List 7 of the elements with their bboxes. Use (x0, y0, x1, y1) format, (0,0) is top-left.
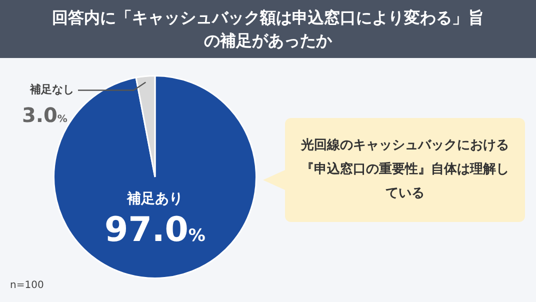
text: 光回線のキャッシュバックにおける『申込窓口の重要性』自体は理解している (300, 137, 510, 203)
chart-title: 回答内に「キャッシュバック額は申込窓口により変わる」旨の補足があったか (51, 7, 485, 52)
slice-label: 補足なし (29, 83, 74, 96)
data-label: 3.0% (22, 103, 68, 128)
text: n=100 (10, 280, 44, 291)
data-label: 97.0% (104, 210, 206, 250)
slice-label: 補足あり (126, 190, 183, 207)
